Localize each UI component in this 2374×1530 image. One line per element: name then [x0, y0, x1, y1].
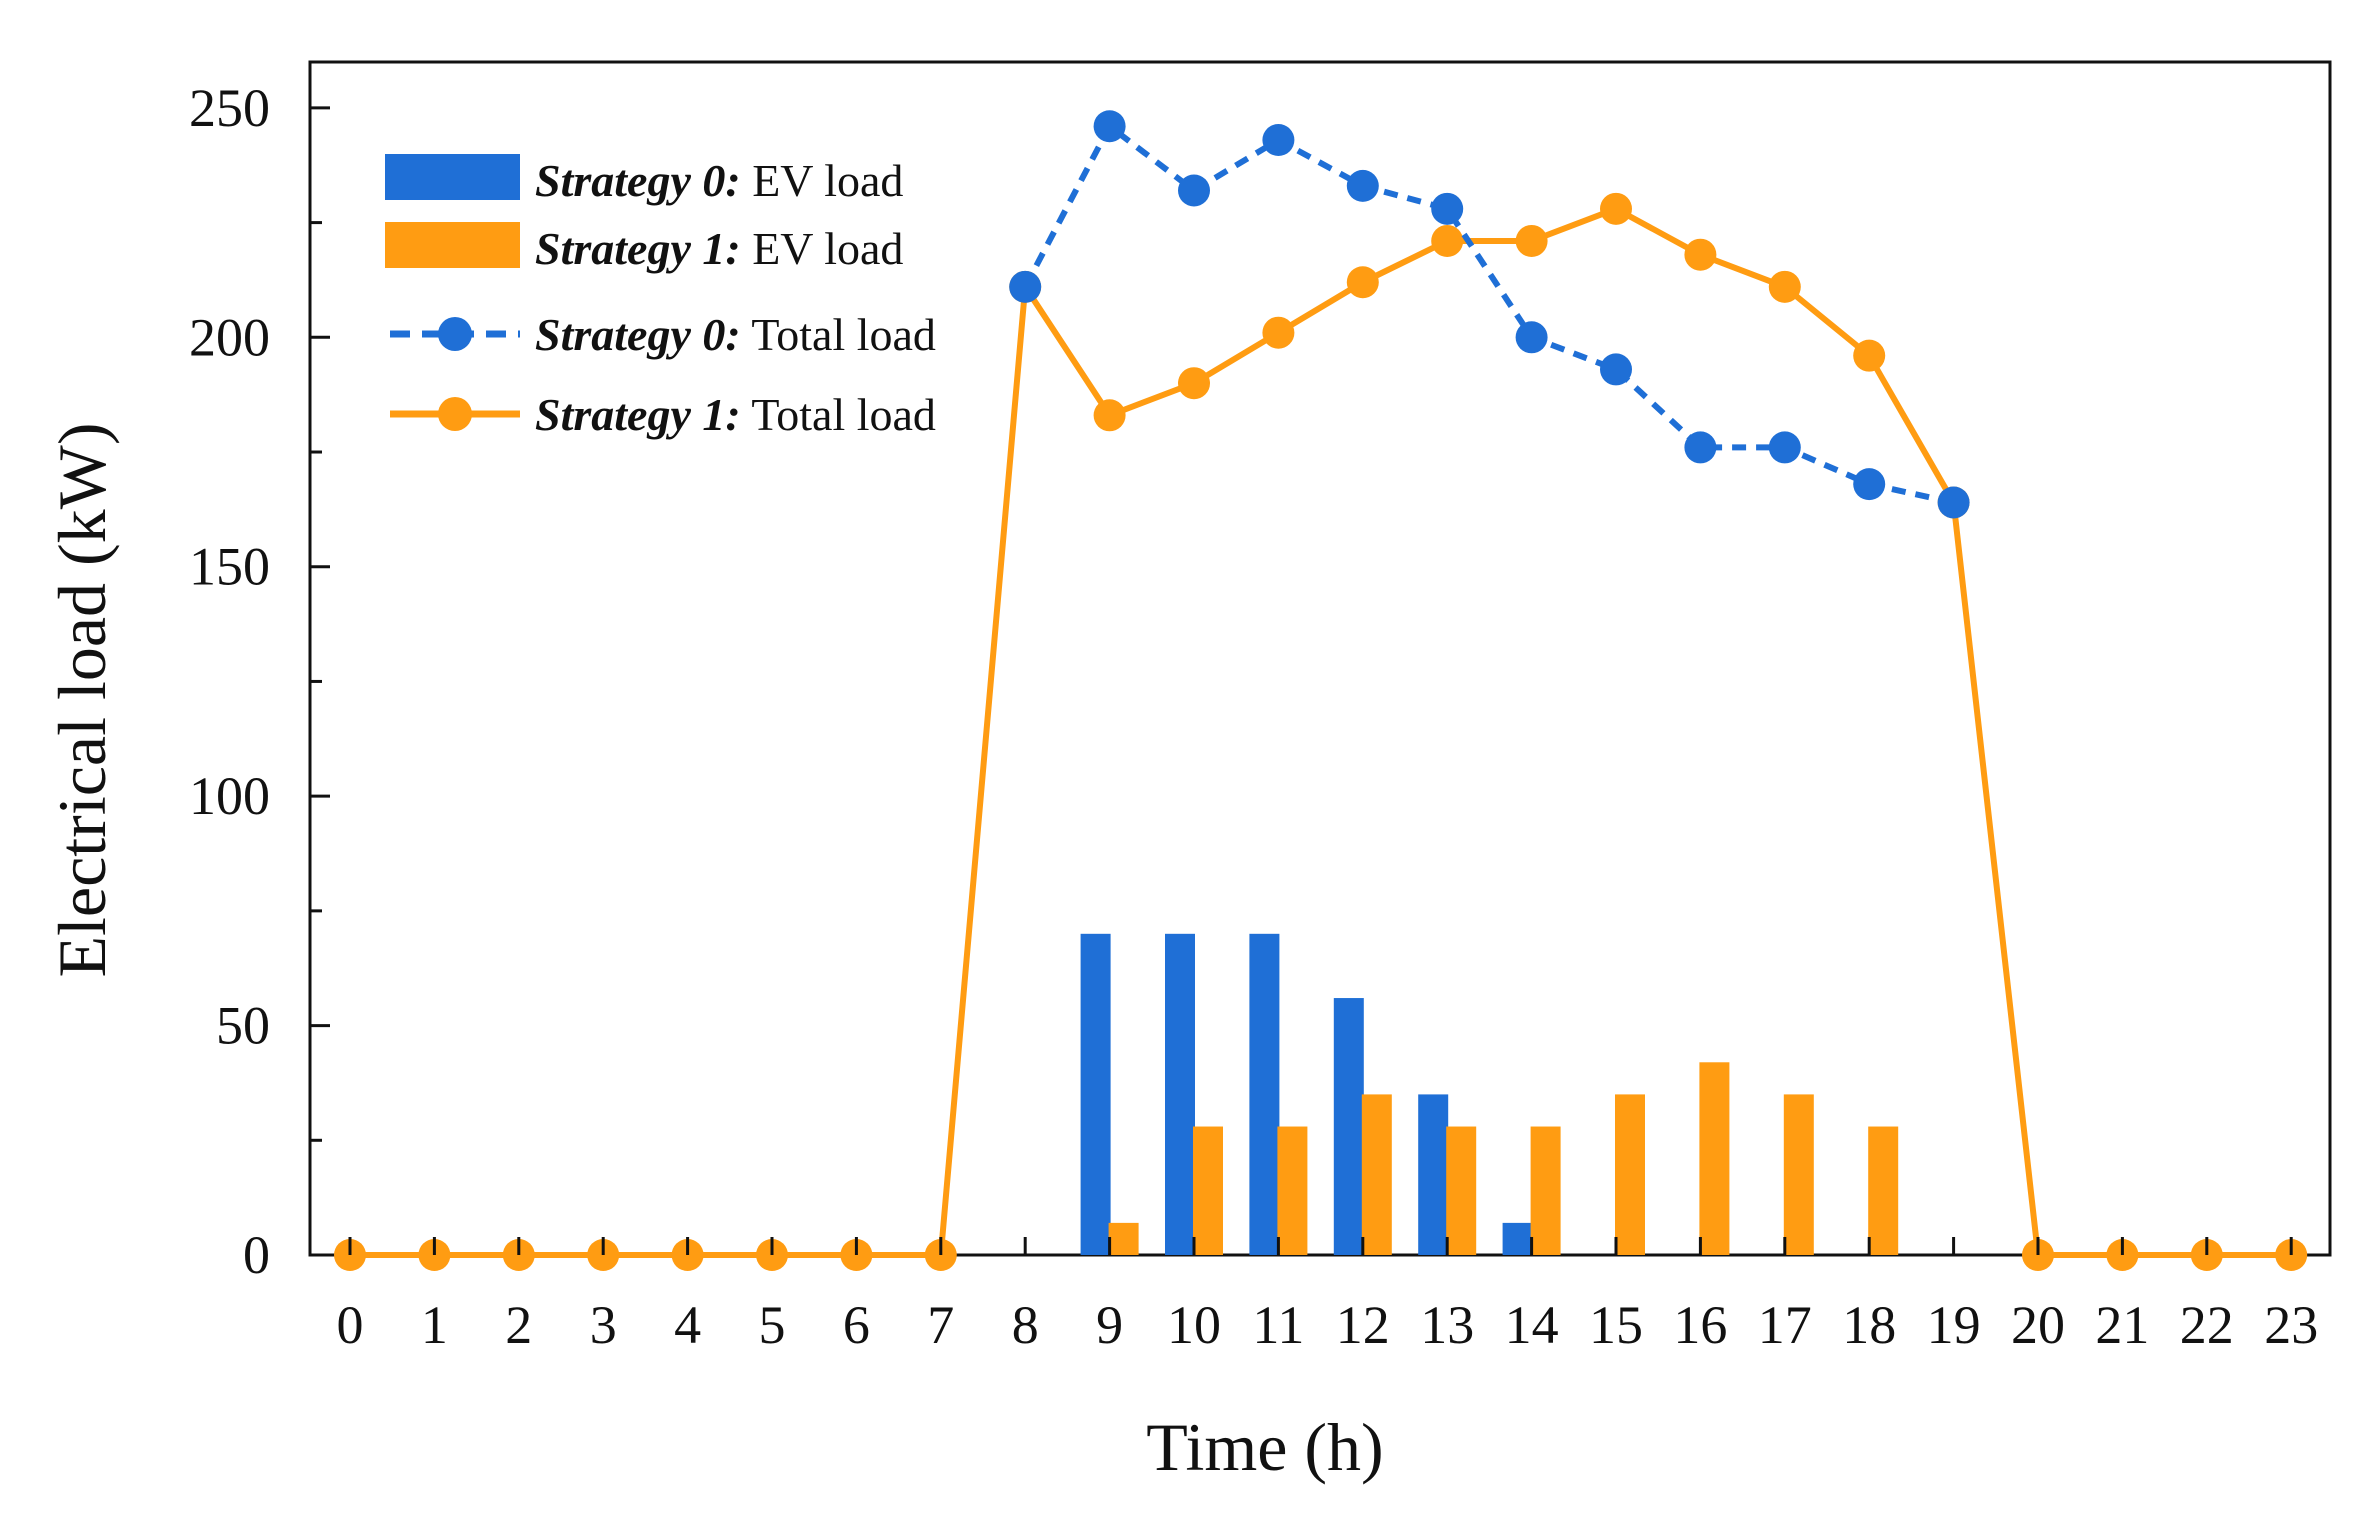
- bar-strategy0-ev: [1418, 1094, 1449, 1255]
- y-tick-label: 0: [243, 1225, 270, 1285]
- marker-strategy1-total: [1853, 339, 1886, 372]
- x-tick-label: 0: [337, 1295, 364, 1355]
- marker-strategy0-total: [1684, 431, 1717, 464]
- x-tick-label: 20: [2011, 1295, 2065, 1355]
- bar-strategy1-ev: [1193, 1126, 1223, 1255]
- x-tick-label: 11: [1252, 1295, 1304, 1355]
- y-axis-title: Electrical load (kW): [44, 422, 120, 977]
- y-tick-label: 250: [189, 78, 270, 138]
- x-tick-label: 15: [1589, 1295, 1643, 1355]
- x-tick-label: 16: [1673, 1295, 1727, 1355]
- legend-label: Strategy 0: EV load: [535, 155, 903, 206]
- x-tick-label: 12: [1336, 1295, 1390, 1355]
- bar-strategy0-ev: [1333, 998, 1364, 1255]
- y-tick-label: 100: [189, 766, 270, 826]
- x-tick-label: 2: [505, 1295, 532, 1355]
- x-tick-label: 13: [1420, 1295, 1474, 1355]
- marker-strategy1-total: [1178, 367, 1210, 400]
- x-tick-label: 9: [1096, 1295, 1123, 1355]
- marker-strategy0-total: [1600, 353, 1632, 386]
- line-strategy0-total: [1022, 123, 1955, 506]
- y-tick-label: 200: [189, 307, 270, 367]
- marker-strategy1-total: [1600, 192, 1632, 225]
- marker-strategy0-total: [1937, 486, 1970, 519]
- legend-marker: [438, 397, 472, 431]
- x-tick-label: 6: [843, 1295, 870, 1355]
- marker-strategy0-total: [1853, 468, 1886, 501]
- y-tick-label: 150: [189, 537, 270, 597]
- marker-strategy1-total: [1684, 238, 1717, 271]
- legend-strategy1-total: Strategy 1: Total load: [390, 389, 936, 440]
- marker-strategy1-total: [1093, 399, 1126, 432]
- marker-strategy0-total: [1515, 321, 1548, 354]
- legend-strategy-name: Strategy 1:: [535, 223, 741, 274]
- marker-strategy0-total: [1093, 110, 1126, 143]
- legend-strategy0-ev: Strategy 0: EV load: [385, 154, 903, 206]
- legend-marker: [438, 317, 472, 351]
- legend-label: Strategy 1: EV load: [535, 223, 903, 274]
- x-tick-label: 22: [2180, 1295, 2234, 1355]
- legend-series-desc: EV load: [741, 223, 904, 274]
- legend-strategy1-ev: Strategy 1: EV load: [385, 222, 903, 274]
- marker-strategy0-total: [1009, 270, 1042, 303]
- marker-strategy0-total: [1178, 174, 1210, 207]
- bar-strategy1-ev: [1361, 1094, 1392, 1255]
- bar-strategy1-ev: [1108, 1222, 1139, 1255]
- marker-strategy0-total: [1262, 124, 1295, 157]
- plot-frame: [308, 60, 2332, 1257]
- x-tick-label: 8: [1012, 1295, 1039, 1355]
- x-tick-label: 23: [2264, 1295, 2318, 1355]
- legend-strategy-name: Strategy 1:: [535, 389, 741, 440]
- marker-strategy1-total: [1431, 224, 1464, 257]
- lines: [334, 110, 2308, 1271]
- legend-label: Strategy 1: Total load: [535, 389, 936, 440]
- marker-strategy1-total: [1768, 270, 1801, 303]
- bar-strategy1-ev: [1446, 1126, 1477, 1255]
- y-tick-label: 50: [216, 996, 270, 1056]
- x-tick-label: 5: [759, 1295, 786, 1355]
- x-tick-label: 17: [1758, 1295, 1812, 1355]
- marker-strategy1-total: [1346, 266, 1379, 299]
- x-tick-label: 4: [674, 1295, 701, 1355]
- marker-strategy1-total: [1262, 316, 1295, 349]
- bars: [1080, 933, 1899, 1255]
- x-tick-label: 1: [421, 1295, 448, 1355]
- legend-series-desc: Total load: [741, 309, 936, 360]
- bar-strategy1-ev: [1277, 1126, 1308, 1255]
- bar-strategy1-ev: [1868, 1126, 1899, 1255]
- legend-series-desc: EV load: [741, 155, 904, 206]
- x-tick-label: 3: [590, 1295, 617, 1355]
- line-strategy1-total: [350, 205, 2292, 1258]
- marker-strategy0-total: [1346, 169, 1379, 202]
- x-tick-label: 18: [1842, 1295, 1896, 1355]
- x-tick-label: 19: [1927, 1295, 1981, 1355]
- plot-border: [308, 60, 2332, 1257]
- bar-strategy0-ev: [1080, 933, 1111, 1255]
- marker-strategy0-total: [1768, 431, 1801, 464]
- x-tick-label: 14: [1505, 1295, 1559, 1355]
- bar-strategy0-ev: [1249, 933, 1280, 1255]
- legend-strategy-name: Strategy 0:: [535, 155, 741, 206]
- x-axis-title: Time (h): [1146, 1409, 1383, 1485]
- marker-strategy1-total: [1515, 224, 1548, 257]
- legend-strategy0-total: Strategy 0: Total load: [390, 309, 936, 360]
- x-tick-label: 7: [927, 1295, 954, 1355]
- bar-strategy0-ev: [1502, 1222, 1533, 1255]
- bar-strategy1-ev: [1530, 1126, 1561, 1255]
- x-tick-label: 21: [2095, 1295, 2149, 1355]
- x-tick-label: 10: [1167, 1295, 1221, 1355]
- marker-strategy0-total: [1431, 192, 1464, 225]
- bar-strategy0-ev: [1165, 933, 1195, 1255]
- bar-strategy1-ev: [1615, 1094, 1645, 1255]
- legend-swatch: [385, 222, 520, 268]
- bar-strategy1-ev: [1699, 1062, 1730, 1255]
- legend-strategy-name: Strategy 0:: [535, 309, 741, 360]
- legend-series-desc: Total load: [741, 389, 936, 440]
- bar-strategy1-ev: [1783, 1094, 1814, 1255]
- legend-label: Strategy 0: Total load: [535, 309, 936, 360]
- legend-swatch: [385, 154, 520, 200]
